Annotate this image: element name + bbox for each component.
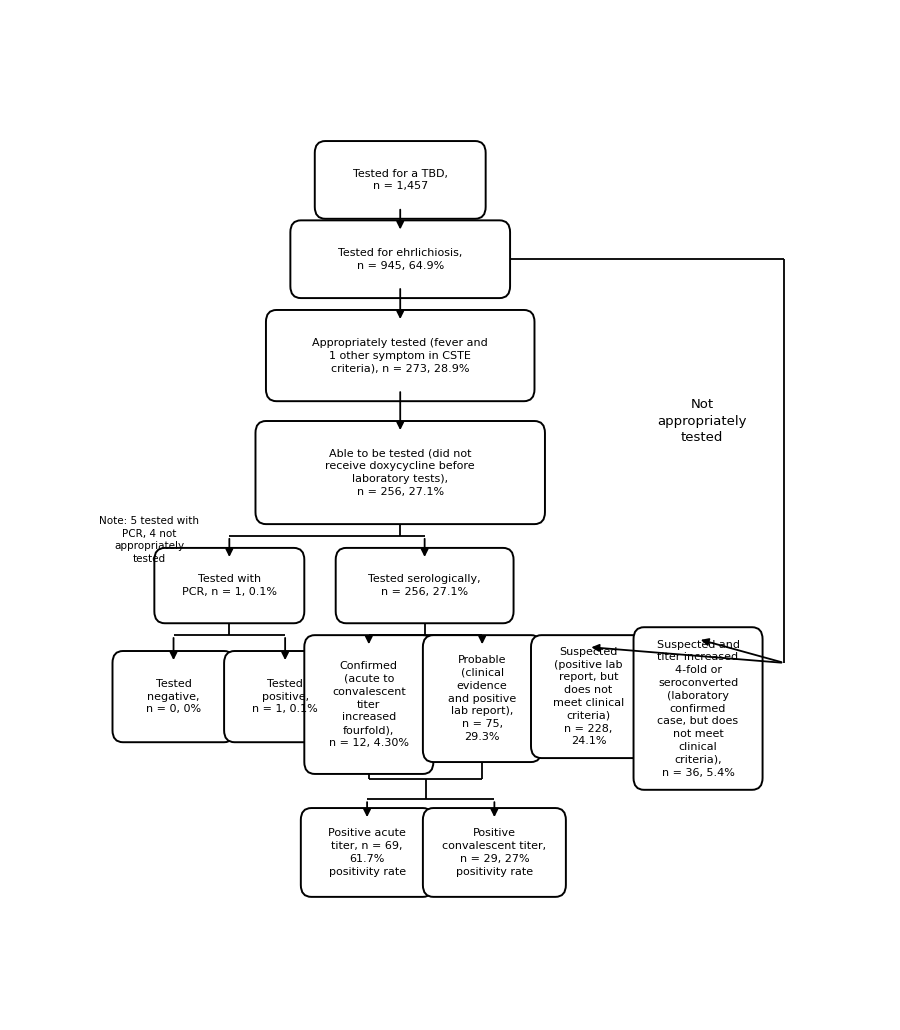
- FancyBboxPatch shape: [266, 310, 535, 402]
- Text: Suspected
(positive lab
report, but
does not
meet clinical
criteria)
n = 228,
24: Suspected (positive lab report, but does…: [553, 647, 625, 747]
- Text: Appropriately tested (fever and
1 other symptom in CSTE
criteria), n = 273, 28.9: Appropriately tested (fever and 1 other …: [312, 338, 488, 374]
- Text: Not
appropriately
tested: Not appropriately tested: [657, 398, 747, 444]
- Text: Confirmed
(acute to
convalescent
titer
increased
fourfold),
n = 12, 4.30%: Confirmed (acute to convalescent titer i…: [328, 661, 409, 748]
- Text: Probable
(clinical
evidence
and positive
lab report),
n = 75,
29.3%: Probable (clinical evidence and positive…: [448, 655, 517, 742]
- FancyBboxPatch shape: [423, 809, 566, 897]
- Text: Tested for a TBD,
n = 1,457: Tested for a TBD, n = 1,457: [353, 169, 447, 192]
- FancyBboxPatch shape: [301, 809, 434, 897]
- FancyBboxPatch shape: [291, 220, 510, 298]
- Text: Tested serologically,
n = 256, 27.1%: Tested serologically, n = 256, 27.1%: [368, 574, 481, 597]
- Text: Tested with
PCR, n = 1, 0.1%: Tested with PCR, n = 1, 0.1%: [182, 574, 277, 597]
- Text: Suspected and
titer increased
4-fold or
seroconverted
(laboratory
confirmed
case: Suspected and titer increased 4-fold or …: [657, 640, 740, 778]
- Text: Note: 5 tested with
PCR, 4 not
appropriately
tested: Note: 5 tested with PCR, 4 not appropria…: [100, 516, 200, 564]
- FancyBboxPatch shape: [112, 651, 235, 743]
- FancyBboxPatch shape: [155, 548, 304, 623]
- FancyBboxPatch shape: [336, 548, 514, 623]
- FancyBboxPatch shape: [634, 627, 762, 790]
- FancyBboxPatch shape: [531, 636, 646, 758]
- FancyBboxPatch shape: [224, 651, 346, 743]
- Text: Tested
positive,
n = 1, 0.1%: Tested positive, n = 1, 0.1%: [252, 679, 318, 715]
- Text: Positive
convalescent titer,
n = 29, 27%
positivity rate: Positive convalescent titer, n = 29, 27%…: [442, 828, 546, 877]
- FancyBboxPatch shape: [304, 636, 434, 774]
- Text: Tested
negative,
n = 0, 0%: Tested negative, n = 0, 0%: [146, 679, 201, 715]
- Text: Able to be tested (did not
receive doxycycline before
laboratory tests),
n = 256: Able to be tested (did not receive doxyc…: [326, 448, 475, 496]
- FancyBboxPatch shape: [423, 636, 542, 762]
- FancyBboxPatch shape: [256, 421, 545, 524]
- Text: Tested for ehrlichiosis,
n = 945, 64.9%: Tested for ehrlichiosis, n = 945, 64.9%: [338, 248, 463, 271]
- FancyBboxPatch shape: [315, 141, 486, 218]
- Text: Positive acute
titer, n = 69,
61.7%
positivity rate: Positive acute titer, n = 69, 61.7% posi…: [328, 828, 406, 877]
